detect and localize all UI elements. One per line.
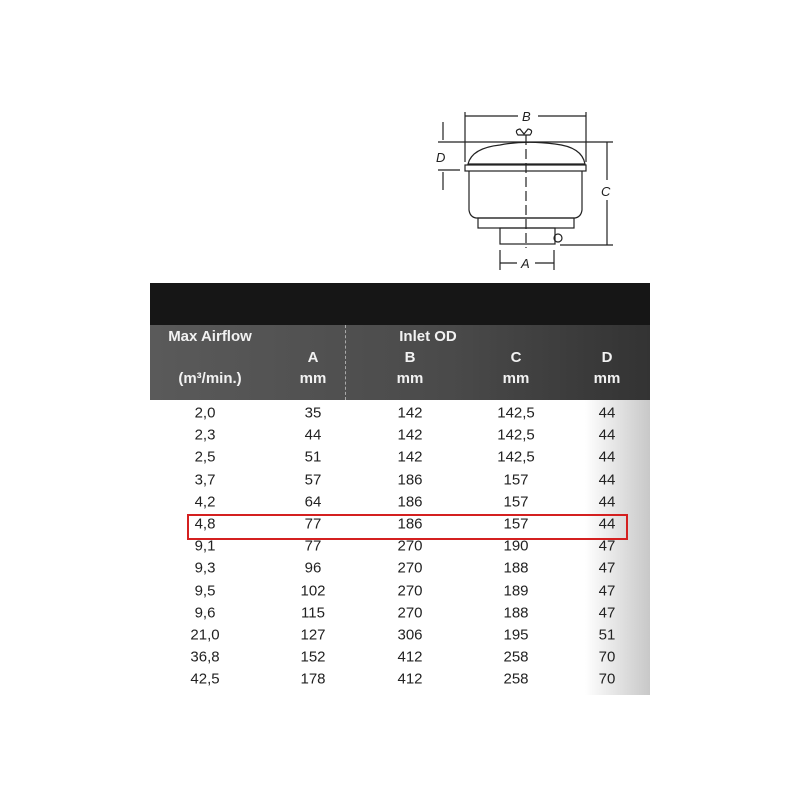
cell-a: 64 [304, 493, 322, 511]
header-airflow-unit: (m³/min.) [178, 370, 242, 387]
cell-airflow: 9,5 [194, 582, 216, 600]
dim-label-a: A [520, 256, 530, 271]
cell-a: 152 [300, 648, 326, 666]
cell-b: 270 [397, 604, 423, 622]
cell-d: 47 [598, 537, 616, 555]
cell-airflow: 42,5 [190, 670, 220, 688]
header-a-unit: mm [299, 370, 327, 387]
cell-d: 47 [598, 582, 616, 600]
dim-label-c: C [601, 184, 611, 199]
cell-a: 127 [300, 626, 326, 644]
cell-b: 306 [397, 626, 423, 644]
cell-b: 412 [397, 648, 423, 666]
cell-c: 142,5 [497, 404, 535, 422]
cell-c: 258 [503, 648, 529, 666]
dim-label-b: B [522, 109, 531, 124]
header-c-unit: mm [502, 370, 530, 387]
cell-airflow: 4,8 [194, 515, 216, 533]
header-airflow: Max Airflow [168, 328, 252, 345]
cell-a: 44 [304, 426, 322, 444]
cell-c: 142,5 [497, 426, 535, 444]
cell-b: 142 [397, 426, 423, 444]
table-top-band [150, 283, 650, 325]
air-filter-dimension-diagram: B D C A [436, 109, 613, 271]
header-b-unit: mm [396, 370, 424, 387]
cell-airflow: 2,0 [194, 404, 216, 422]
cell-c: 188 [503, 559, 529, 577]
cell-a: 51 [304, 448, 322, 466]
cell-c: 157 [503, 493, 529, 511]
header-d-unit: mm [593, 370, 621, 387]
cell-a: 35 [304, 404, 322, 422]
cell-d: 47 [598, 604, 616, 622]
cell-a: 96 [304, 559, 322, 577]
highlighted-row-outline [187, 514, 628, 540]
header-d: D [601, 349, 613, 366]
cell-c: 195 [503, 626, 529, 644]
table-header [150, 325, 650, 400]
cell-c: 142,5 [497, 448, 535, 466]
cell-a: 115 [301, 604, 325, 622]
right-shading [585, 400, 650, 695]
cell-d: 51 [598, 626, 616, 644]
cell-airflow: 4,2 [194, 493, 216, 511]
cell-a: 178 [300, 670, 326, 688]
cell-b: 270 [397, 537, 423, 555]
cell-d: 47 [598, 559, 616, 577]
header-b: B [404, 349, 416, 366]
cell-a: 102 [300, 582, 326, 600]
cell-airflow: 36,8 [190, 648, 220, 666]
cell-b: 186 [397, 493, 423, 511]
cell-airflow: 9,1 [194, 537, 216, 555]
cell-c: 189 [503, 582, 529, 600]
header-inlet: Inlet OD [399, 328, 457, 345]
cell-d: 70 [598, 670, 616, 688]
cell-c: 188 [503, 604, 529, 622]
cell-airflow: 3,7 [194, 471, 216, 489]
cell-d: 44 [598, 515, 616, 533]
cell-d: 44 [598, 448, 616, 466]
cell-d: 44 [598, 471, 616, 489]
cell-b: 186 [397, 515, 423, 533]
cell-b: 270 [397, 582, 423, 600]
cell-airflow: 9,3 [194, 559, 216, 577]
cell-airflow: 2,5 [194, 448, 216, 466]
cell-b: 142 [397, 404, 423, 422]
cell-d: 44 [598, 493, 616, 511]
cell-d: 70 [598, 648, 616, 666]
cell-d: 44 [598, 426, 616, 444]
cell-airflow: 21,0 [190, 626, 220, 644]
header-a: A [307, 349, 319, 366]
cell-a: 77 [304, 515, 322, 533]
cell-a: 57 [304, 471, 322, 489]
cell-c: 190 [503, 537, 529, 555]
header-separator [345, 325, 346, 400]
cell-a: 77 [304, 537, 322, 555]
cell-b: 186 [397, 471, 423, 489]
cell-airflow: 9,6 [194, 604, 216, 622]
dim-label-d: D [436, 150, 445, 165]
cell-c: 157 [503, 515, 529, 533]
cell-c: 157 [503, 471, 529, 489]
cell-d: 44 [598, 404, 616, 422]
cell-b: 270 [397, 559, 423, 577]
header-c: C [510, 349, 522, 366]
cell-b: 412 [397, 670, 423, 688]
cell-airflow: 2,3 [194, 426, 216, 444]
cell-c: 258 [503, 670, 529, 688]
cell-b: 142 [397, 448, 423, 466]
